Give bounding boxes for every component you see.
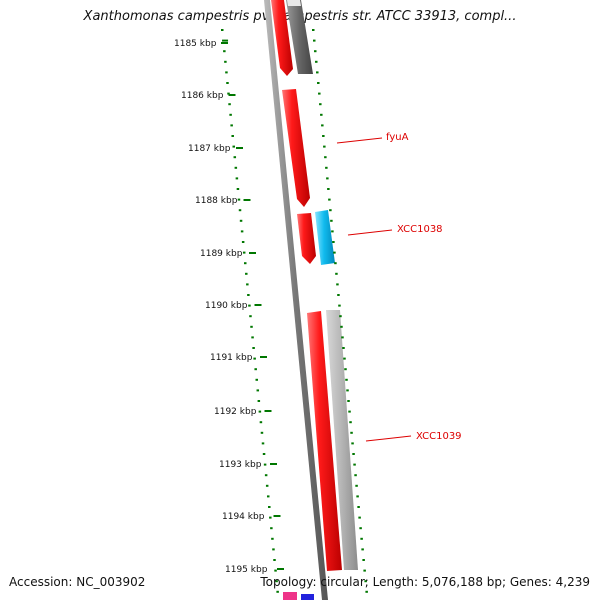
gene-labels: fyuA XCC1038 XCC1039 [336, 132, 462, 442]
ruler-label: 1194 kbp [222, 512, 265, 522]
gene-magenta[interactable] [283, 592, 297, 600]
ruler-label: 1190 kbp [205, 301, 248, 311]
gene-label[interactable]: fyuA [386, 132, 409, 143]
ruler-label: 1185 kbp [174, 39, 217, 49]
gene-reverse-top[interactable] [286, 0, 313, 74]
gene-label[interactable]: XCC1039 [416, 431, 462, 442]
gene-label[interactable]: XCC1038 [397, 224, 443, 235]
gene-label-leader [365, 435, 412, 442]
gene-xcc1039[interactable] [307, 311, 342, 571]
gene-cyan[interactable] [315, 210, 335, 265]
ruler-label: 1188 kbp [195, 196, 238, 206]
genome-backbone [264, 0, 328, 600]
gene-label-leader [347, 229, 393, 236]
ruler-label: 1186 kbp [181, 91, 224, 101]
ruler-ticks [221, 29, 368, 593]
gene-blue[interactable] [301, 594, 314, 600]
accession-text: Accession: NC_003902 [9, 575, 146, 589]
ruler-label: 1191 kbp [210, 353, 253, 363]
gene-xcc1038[interactable] [297, 213, 316, 264]
ruler-label: 1187 kbp [188, 144, 231, 154]
gene-fyuA[interactable] [282, 89, 310, 207]
gene-reverse-top-light[interactable] [287, 0, 301, 6]
genome-summary-text: Topology: circular; Length: 5,076,188 bp… [260, 575, 590, 589]
ruler-labels: 1185 kbp 1186 kbp 1187 kbp 1188 kbp 1189 kbp… [174, 39, 284, 575]
gene-forward-top[interactable] [271, 0, 293, 76]
gene-label-leader [336, 137, 383, 144]
ruler-label: 1195 kbp [225, 565, 268, 575]
ruler-label: 1192 kbp [214, 407, 257, 417]
gene-reverse-xcc1039[interactable] [326, 310, 358, 570]
ruler-label: 1193 kbp [219, 460, 262, 470]
ruler-label: 1189 kbp [200, 249, 243, 259]
